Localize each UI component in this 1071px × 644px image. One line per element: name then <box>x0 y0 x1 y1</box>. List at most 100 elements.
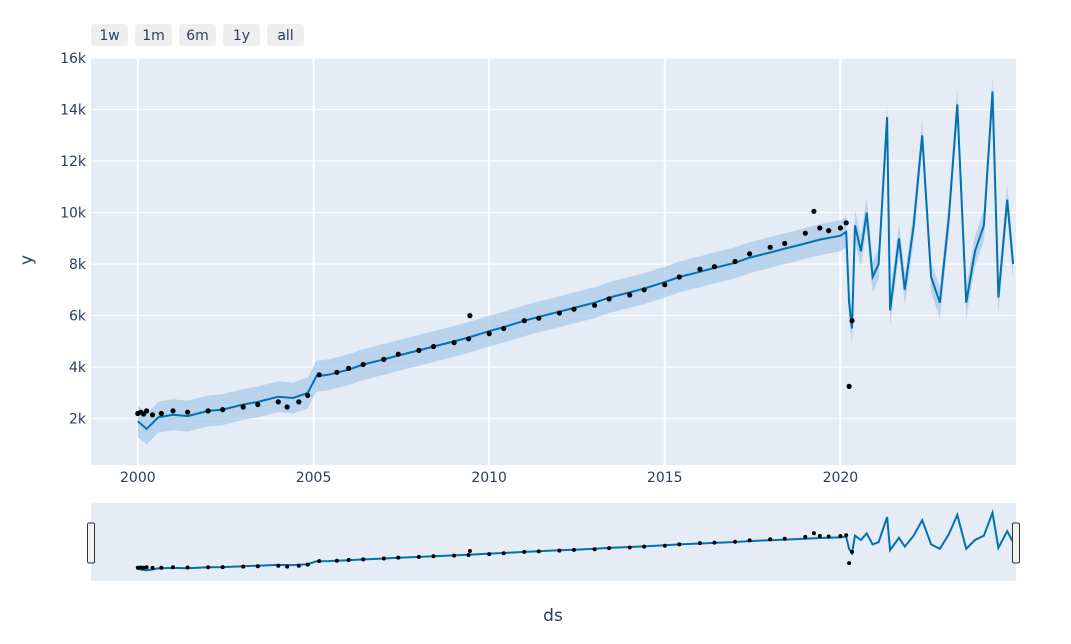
range-slider-point <box>712 540 717 545</box>
range-button-1m[interactable]: 1m <box>135 24 172 46</box>
range-slider-point <box>826 534 831 539</box>
range-slider-point <box>285 564 290 569</box>
range-slider-point <box>501 551 506 556</box>
y-tick-label: 10k <box>60 206 87 222</box>
range-slider-point <box>185 565 190 570</box>
range-button-all[interactable]: all <box>267 24 304 46</box>
range-slider-point <box>467 549 472 553</box>
range-slider-point <box>276 563 281 568</box>
range-button-label: 1y <box>233 28 250 44</box>
forecast-line <box>137 91 1015 431</box>
observed-point <box>592 302 598 308</box>
observed-point <box>284 404 290 410</box>
observed-point <box>747 251 753 257</box>
observed-point <box>521 318 527 324</box>
range-slider-point <box>159 565 164 570</box>
observed-point <box>627 292 633 298</box>
observed-point <box>536 315 542 321</box>
y-tick-label: 6k <box>69 309 87 325</box>
range-slider-point <box>144 565 149 570</box>
observed-point <box>641 287 647 293</box>
range-slider-point <box>592 547 597 552</box>
range-slider-point <box>733 539 738 544</box>
observed-point <box>149 412 156 418</box>
range-slider-point <box>141 565 146 570</box>
x-tick-label: 2010 <box>471 470 507 486</box>
range-button-label: 6m <box>186 28 209 44</box>
y-tick-label: 2k <box>69 412 87 428</box>
range-button-bg <box>135 24 172 46</box>
observed-point <box>676 274 682 280</box>
range-button-label: all <box>277 28 293 44</box>
range-slider-point <box>838 534 843 538</box>
observed-point <box>185 409 191 415</box>
range-slider-left-handle[interactable] <box>87 522 95 564</box>
x-axis-title: ds <box>543 606 563 626</box>
range-slider-point <box>817 534 822 538</box>
range-selector: 1w 1m 6m 1y all <box>91 24 304 46</box>
range-button-1y[interactable]: 1y <box>223 24 260 46</box>
observed-point <box>782 240 788 247</box>
observed-point <box>571 306 577 312</box>
range-slider-point <box>768 537 773 542</box>
observed-point <box>662 282 668 288</box>
observed-point <box>381 356 387 362</box>
uncertainty-band <box>137 76 1014 445</box>
observed-point <box>811 208 817 214</box>
observed-point <box>240 404 246 410</box>
range-slider-point <box>381 556 386 561</box>
main-plot-area <box>135 76 1015 445</box>
observed-point <box>466 336 472 342</box>
range-button-label: 1w <box>99 28 119 44</box>
range-slider-point <box>677 542 682 547</box>
range-slider-point <box>171 565 175 570</box>
observed-point <box>360 361 366 368</box>
x-tick-label: 2000 <box>120 470 156 486</box>
observed-point <box>220 407 226 413</box>
range-slider-point <box>557 548 562 553</box>
observed-point <box>467 313 473 319</box>
range-button-6m[interactable]: 6m <box>179 24 216 46</box>
observed-point <box>430 343 437 350</box>
observed-point <box>316 372 322 378</box>
observed-point <box>275 399 281 405</box>
observed-point <box>826 228 832 234</box>
observed-point <box>501 325 507 332</box>
observed-point <box>296 399 302 405</box>
observed-point <box>802 230 808 236</box>
observed-point <box>767 244 773 250</box>
range-slider-point <box>150 565 155 570</box>
observed-point <box>697 266 703 272</box>
observed-point <box>346 365 352 371</box>
range-slider-point <box>572 547 576 552</box>
observed-point <box>205 408 211 414</box>
observed-point <box>170 408 176 414</box>
range-slider-right-handle[interactable] <box>1012 522 1020 564</box>
range-slider-point <box>607 546 612 551</box>
observed-point <box>817 225 823 231</box>
range-button-bg <box>223 24 260 46</box>
range-slider-point <box>697 541 702 546</box>
range-slider-point <box>466 553 471 557</box>
observed-point <box>255 401 261 408</box>
range-slider[interactable] <box>87 503 1020 581</box>
range-slider-point <box>346 558 351 562</box>
range-slider-point <box>334 558 339 563</box>
observed-points <box>135 208 855 418</box>
range-slider-points <box>135 531 854 570</box>
range-slider-point <box>241 564 246 569</box>
observed-point <box>158 410 164 417</box>
x-tick-label: 2015 <box>647 470 683 486</box>
observed-point <box>606 296 612 302</box>
range-slider-point <box>361 557 366 562</box>
y-tick-label: 12k <box>60 154 87 170</box>
range-slider-point <box>487 552 492 557</box>
observed-point <box>846 383 852 389</box>
observed-point <box>711 264 718 270</box>
range-slider-point <box>135 565 140 570</box>
range-slider-point <box>642 544 647 549</box>
range-slider-point <box>811 531 816 536</box>
range-slider-point <box>255 564 260 569</box>
range-button-1w[interactable]: 1w <box>91 24 128 46</box>
